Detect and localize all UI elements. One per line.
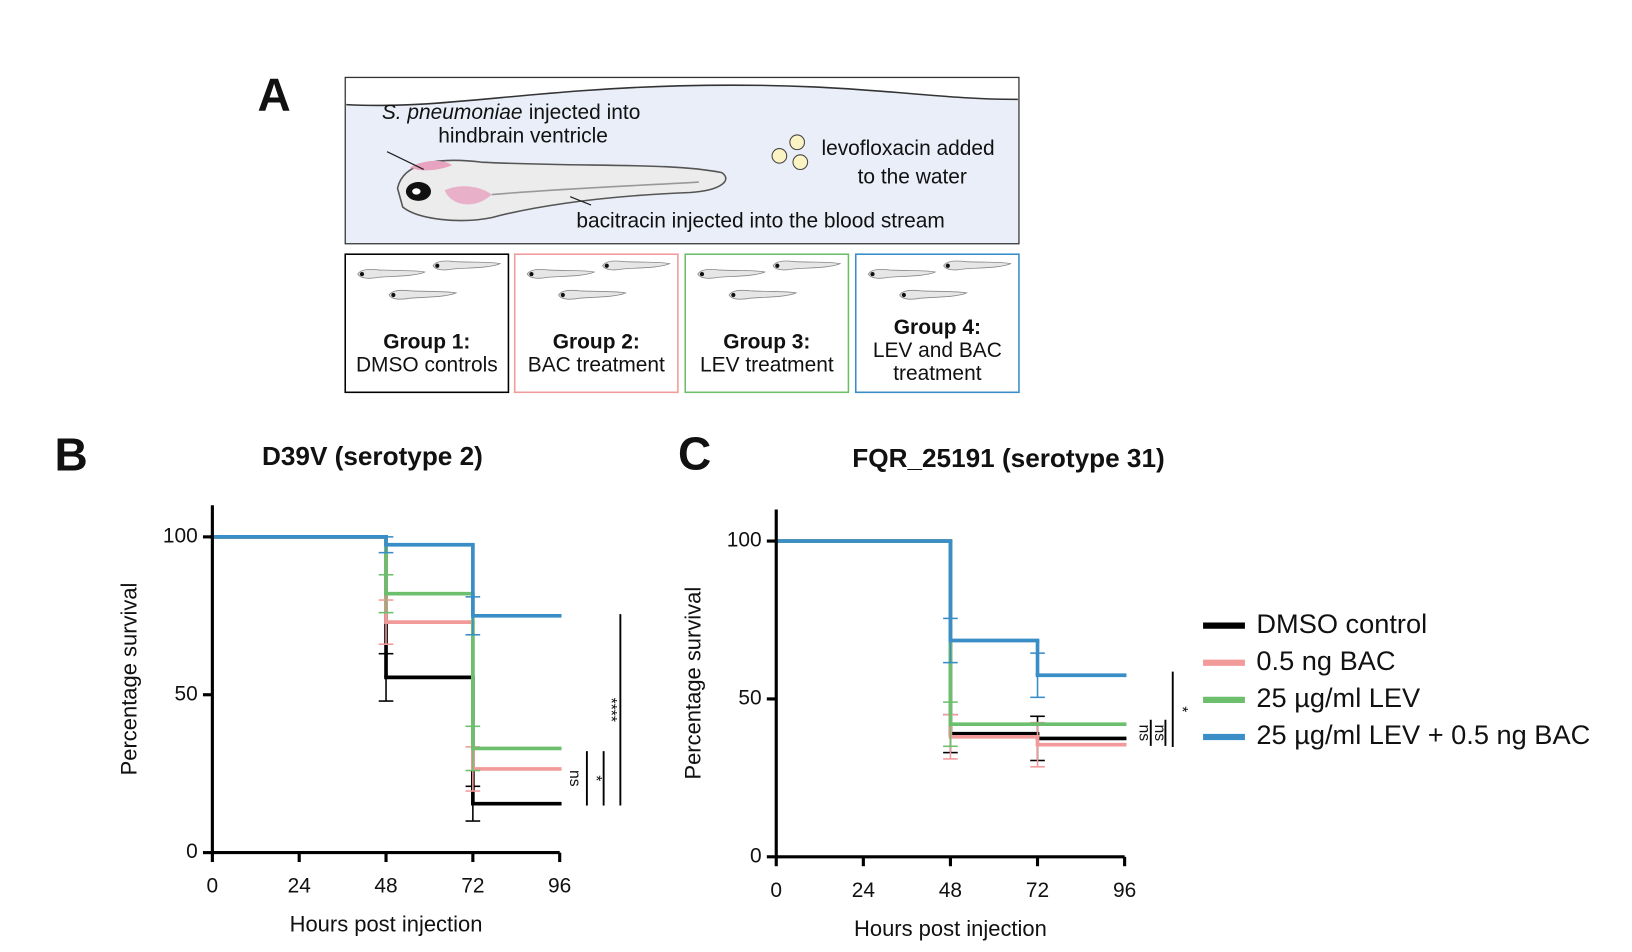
error-bar [378, 536, 394, 554]
mini-fish [357, 268, 426, 279]
x-tick-label: 96 [548, 875, 571, 898]
group-text: DMSO controls [356, 354, 498, 377]
legend-label: DMSO control [1256, 608, 1427, 639]
x-tick-label: 48 [374, 875, 397, 898]
x-tick-label: 24 [852, 879, 876, 902]
hindbrain-label: S. pneumoniae injected into [382, 101, 640, 124]
mini-fish-eye [391, 292, 396, 298]
error-bar [378, 573, 394, 614]
mini-fish [772, 260, 842, 271]
mini-fish [728, 289, 798, 300]
legend-label: 0.5 ng BAC [1256, 645, 1395, 676]
drug-beads [771, 134, 809, 170]
x-tick-label: 48 [939, 879, 962, 902]
significance-label: **** [602, 698, 619, 722]
x-tick-label: 96 [1113, 879, 1136, 902]
x-axis-label: Hours post injection [854, 916, 1047, 941]
mini-fish-eye [435, 263, 440, 268]
mini-fish-eye [945, 263, 950, 268]
mini-fish [899, 289, 968, 300]
significance-label: ns [1151, 725, 1168, 742]
group-title: Group 3: [723, 331, 810, 354]
y-tick-label: 0 [750, 844, 762, 867]
x-tick-label: 0 [207, 875, 219, 898]
mini-fish-eye [359, 272, 365, 277]
x-tick-label: 24 [288, 875, 312, 898]
y-tick-label: 0 [186, 840, 198, 863]
chart-title: D39V (serotype 2) [262, 441, 483, 471]
significance-label: * [587, 775, 604, 781]
water-surface [346, 78, 1018, 106]
mini-fish-eye [731, 292, 736, 298]
x-tick-label: 72 [461, 875, 484, 898]
mini-fish-eye [604, 263, 609, 268]
y-axis-label: Percentage survival [117, 583, 142, 776]
x-tick-label: 72 [1026, 879, 1049, 902]
zebrafish [386, 151, 727, 222]
y-axis-label: Percentage survival [680, 587, 705, 780]
chart-title: FQR_25191 (serotype 31) [852, 443, 1164, 473]
levofloxacin-label-2: to the water [858, 165, 967, 188]
y-tick-label: 100 [727, 529, 762, 552]
mini-fish-eye [870, 272, 875, 277]
group-text: BAC treatment [528, 354, 665, 377]
legend-label: 25 µg/ml LEV [1256, 682, 1421, 713]
bacitracin-label: bacitracin injected into the blood strea… [576, 209, 944, 232]
mini-fish [388, 289, 458, 300]
mini-fish-eye [560, 292, 565, 298]
group-title: Group 4: [894, 316, 981, 339]
group-title: Group 2: [553, 331, 640, 354]
panel-label: C [678, 427, 711, 479]
y-tick-label: 50 [738, 686, 761, 709]
error-bar [1030, 652, 1045, 699]
mini-fish-eye [901, 292, 906, 298]
mini-fish-eye [529, 272, 534, 277]
mini-fish-eye [775, 263, 780, 268]
panel-label: A [257, 68, 290, 120]
group-text: treatment [893, 362, 982, 385]
group-text: LEV treatment [700, 354, 834, 377]
mini-fish [943, 260, 1012, 271]
panel-label: B [55, 428, 88, 480]
mini-fish [526, 268, 596, 279]
y-tick-label: 50 [174, 682, 197, 705]
legend-label: 25 µg/ml LEV + 0.5 ng BAC [1256, 719, 1590, 750]
mini-fish [867, 268, 937, 279]
mini-fish [602, 260, 671, 271]
wave [346, 84, 1018, 107]
y-tick-label: 100 [163, 524, 198, 547]
error-bar [465, 596, 481, 636]
group-text: LEV and BAC [873, 339, 1002, 362]
species: S. pneumoniae [382, 101, 523, 124]
error-bar [378, 652, 394, 702]
x-tick-label: 0 [770, 879, 782, 902]
hindbrain-label-2: hindbrain ventricle [438, 125, 608, 148]
significance-label: * [1173, 706, 1190, 712]
mini-fish [432, 260, 502, 271]
significance-label: ns [1135, 725, 1152, 742]
mini-fish-eye [699, 272, 705, 277]
significance-label: ns [566, 770, 583, 787]
x-axis-label: Hours post injection [290, 912, 483, 937]
error-bar [943, 701, 958, 748]
mini-fish [697, 268, 766, 279]
mini-fish [558, 289, 627, 300]
group-title: Group 1: [383, 331, 470, 354]
error-bar [465, 725, 481, 772]
levofloxacin-label: levofloxacin added [821, 137, 994, 160]
hindbrain-text: injected into [529, 101, 641, 124]
error-bar [943, 617, 958, 664]
